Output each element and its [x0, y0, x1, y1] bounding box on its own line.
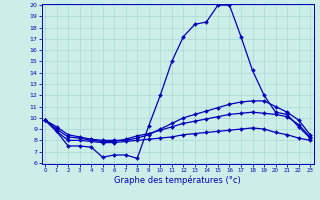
X-axis label: Graphe des températures (°c): Graphe des températures (°c) — [114, 175, 241, 185]
